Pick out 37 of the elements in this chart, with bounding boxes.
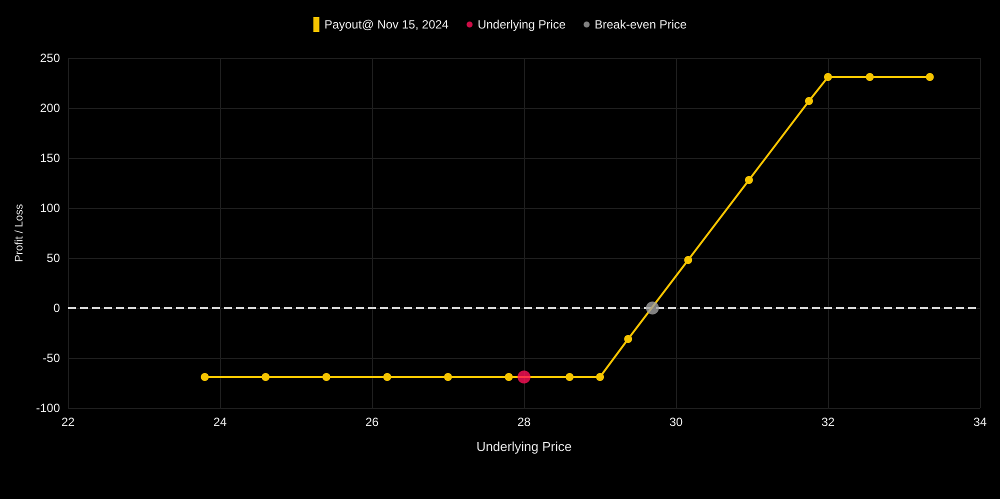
point bbox=[383, 373, 392, 381]
x-tick-label: 22 bbox=[61, 415, 75, 429]
y-tick-label: 200 bbox=[40, 101, 60, 115]
point bbox=[824, 73, 832, 81]
point bbox=[744, 176, 753, 184]
x-tick-label: 30 bbox=[669, 415, 683, 429]
point bbox=[646, 302, 659, 314]
point bbox=[262, 373, 270, 381]
x-axis-title: Underlying Price bbox=[476, 439, 572, 454]
x-tick-label: 28 bbox=[517, 415, 531, 429]
point bbox=[504, 373, 513, 381]
legend-label: Payout@ Nov 15, 2024 bbox=[324, 18, 449, 32]
point bbox=[566, 373, 574, 381]
y-tick-label: 150 bbox=[40, 151, 60, 165]
x-tick-label: 32 bbox=[821, 415, 835, 429]
y-tick-label: -50 bbox=[42, 351, 60, 365]
point bbox=[624, 335, 632, 343]
y-tick-label: 100 bbox=[40, 201, 60, 215]
y-tick-label: 250 bbox=[40, 51, 60, 65]
point bbox=[596, 373, 604, 381]
point bbox=[444, 373, 452, 381]
y-tick-label: 0 bbox=[53, 301, 60, 315]
x-tick-label: 26 bbox=[365, 415, 379, 429]
point bbox=[684, 256, 692, 264]
x-tick-label: 34 bbox=[973, 415, 987, 429]
point bbox=[322, 373, 330, 381]
legend-label: Break-even Price bbox=[594, 18, 687, 32]
y-tick-label: 50 bbox=[46, 251, 60, 265]
legend-label: Underlying Price bbox=[478, 18, 566, 32]
x-tick-label: 24 bbox=[213, 415, 227, 429]
y-tick-label: -100 bbox=[36, 401, 60, 415]
point bbox=[805, 97, 813, 105]
point bbox=[866, 73, 874, 81]
point bbox=[926, 73, 934, 81]
point bbox=[200, 373, 209, 381]
y-axis-title: Profit / Loss bbox=[14, 203, 26, 262]
point bbox=[518, 370, 530, 384]
